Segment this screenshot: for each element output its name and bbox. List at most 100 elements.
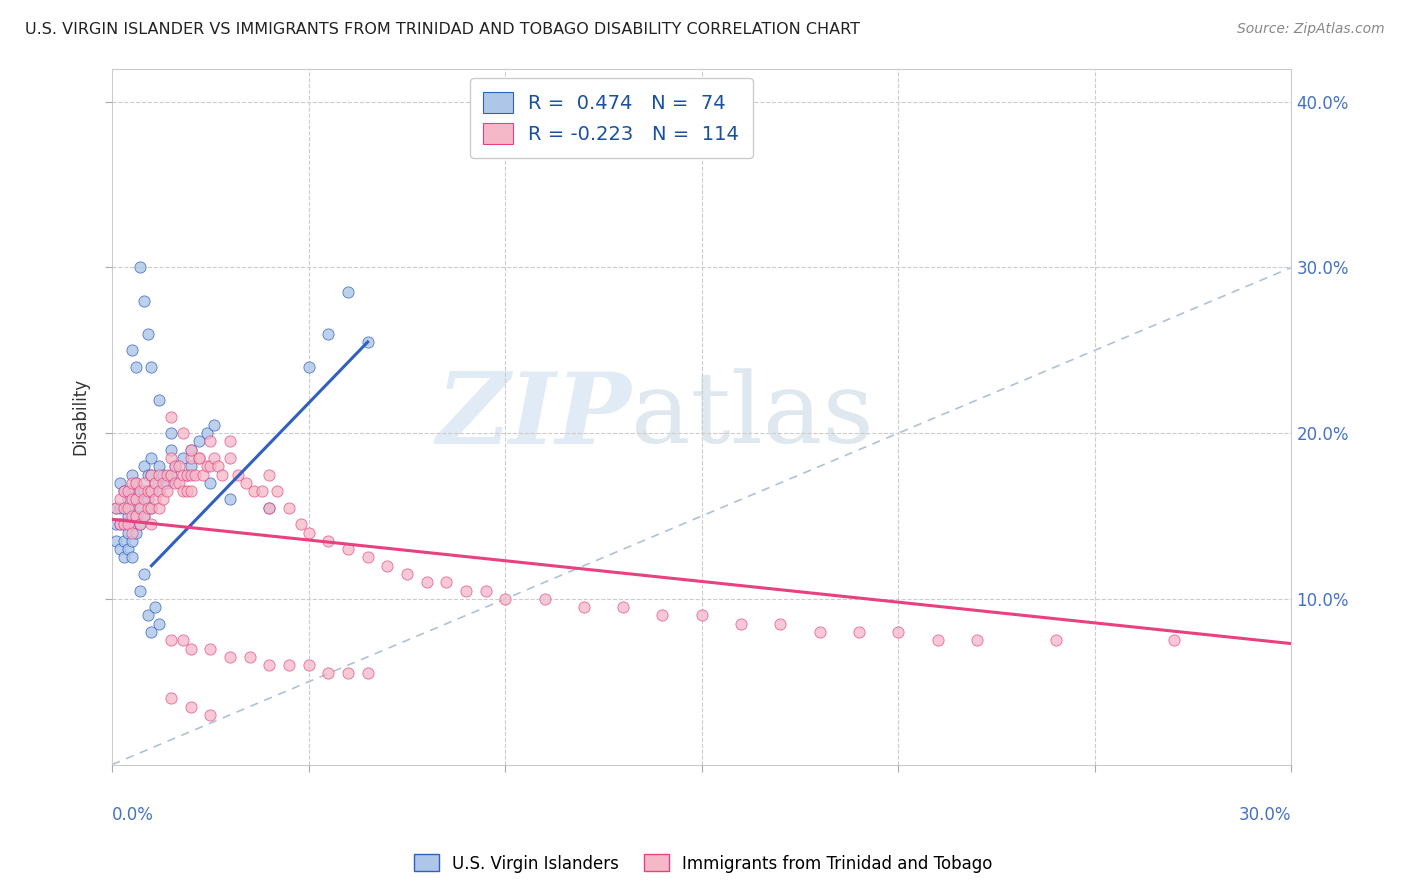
Point: [148, 500, 170, 515]
Point: [121, 517, 143, 532]
Point: [165, 475, 187, 490]
Point: [160, 450, 183, 465]
Point: [117, 542, 139, 557]
Point: [454, 583, 477, 598]
Point: [187, 434, 209, 449]
Point: [298, 658, 321, 673]
Point: [180, 467, 202, 482]
Point: [259, 467, 281, 482]
Point: [136, 326, 159, 341]
Point: [128, 583, 150, 598]
Point: [195, 459, 218, 474]
Point: [112, 550, 135, 565]
Point: [136, 492, 159, 507]
Point: [121, 467, 143, 482]
Point: [117, 492, 139, 507]
Point: [136, 608, 159, 623]
Point: [219, 434, 242, 449]
Legend: U.S. Virgin Islanders, Immigrants from Trinidad and Tobago: U.S. Virgin Islanders, Immigrants from T…: [406, 847, 1000, 880]
Point: [128, 260, 150, 275]
Legend: R =  0.474   N =  74, R = -0.223   N =  114: R = 0.474 N = 74, R = -0.223 N = 114: [470, 78, 752, 158]
Point: [415, 575, 437, 590]
Point: [200, 434, 222, 449]
Text: 0.0%: 0.0%: [112, 806, 155, 824]
Text: Source: ZipAtlas.com: Source: ZipAtlas.com: [1237, 22, 1385, 37]
Point: [395, 567, 418, 582]
Point: [290, 517, 312, 532]
Point: [160, 467, 183, 482]
Point: [105, 517, 128, 532]
Point: [191, 467, 214, 482]
Point: [152, 467, 174, 482]
Point: [176, 467, 198, 482]
Point: [219, 450, 242, 465]
Text: ZIP: ZIP: [436, 368, 631, 465]
Point: [132, 508, 155, 523]
Point: [132, 508, 155, 523]
Point: [200, 641, 222, 656]
Point: [108, 500, 131, 515]
Text: 30.0%: 30.0%: [1239, 806, 1292, 824]
Point: [148, 484, 170, 499]
Point: [125, 525, 148, 540]
Point: [278, 500, 301, 515]
Point: [108, 517, 131, 532]
Point: [202, 450, 225, 465]
Point: [117, 484, 139, 499]
Point: [108, 542, 131, 557]
Point: [121, 508, 143, 523]
Point: [121, 484, 143, 499]
Point: [141, 484, 163, 499]
Point: [105, 500, 128, 515]
Point: [136, 467, 159, 482]
Point: [121, 475, 143, 490]
Point: [141, 484, 163, 499]
Point: [156, 475, 179, 490]
Point: [176, 484, 198, 499]
Point: [298, 525, 321, 540]
Point: [128, 484, 150, 499]
Point: [250, 484, 273, 499]
Point: [1163, 633, 1185, 648]
Point: [219, 649, 242, 664]
Point: [128, 517, 150, 532]
Point: [148, 616, 170, 631]
Point: [128, 484, 150, 499]
Point: [180, 450, 202, 465]
Point: [117, 525, 139, 540]
Point: [132, 567, 155, 582]
Point: [125, 492, 148, 507]
Point: [121, 500, 143, 515]
Point: [112, 484, 135, 499]
Point: [180, 484, 202, 499]
Point: [132, 484, 155, 499]
Point: [136, 484, 159, 499]
Point: [259, 500, 281, 515]
Point: [128, 500, 150, 515]
Point: [105, 500, 128, 515]
Point: [375, 558, 398, 573]
Point: [180, 442, 202, 457]
Point: [572, 600, 595, 615]
Point: [148, 484, 170, 499]
Point: [167, 459, 190, 474]
Point: [651, 608, 673, 623]
Point: [187, 450, 209, 465]
Point: [148, 392, 170, 407]
Point: [121, 533, 143, 548]
Point: [112, 517, 135, 532]
Point: [808, 625, 831, 640]
Point: [112, 500, 135, 515]
Point: [141, 500, 163, 515]
Point: [259, 500, 281, 515]
Point: [156, 467, 179, 482]
Point: [141, 450, 163, 465]
Point: [152, 475, 174, 490]
Point: [474, 583, 496, 598]
Point: [145, 600, 167, 615]
Point: [117, 517, 139, 532]
Point: [235, 475, 257, 490]
Point: [226, 467, 249, 482]
Point: [165, 459, 187, 474]
Point: [112, 484, 135, 499]
